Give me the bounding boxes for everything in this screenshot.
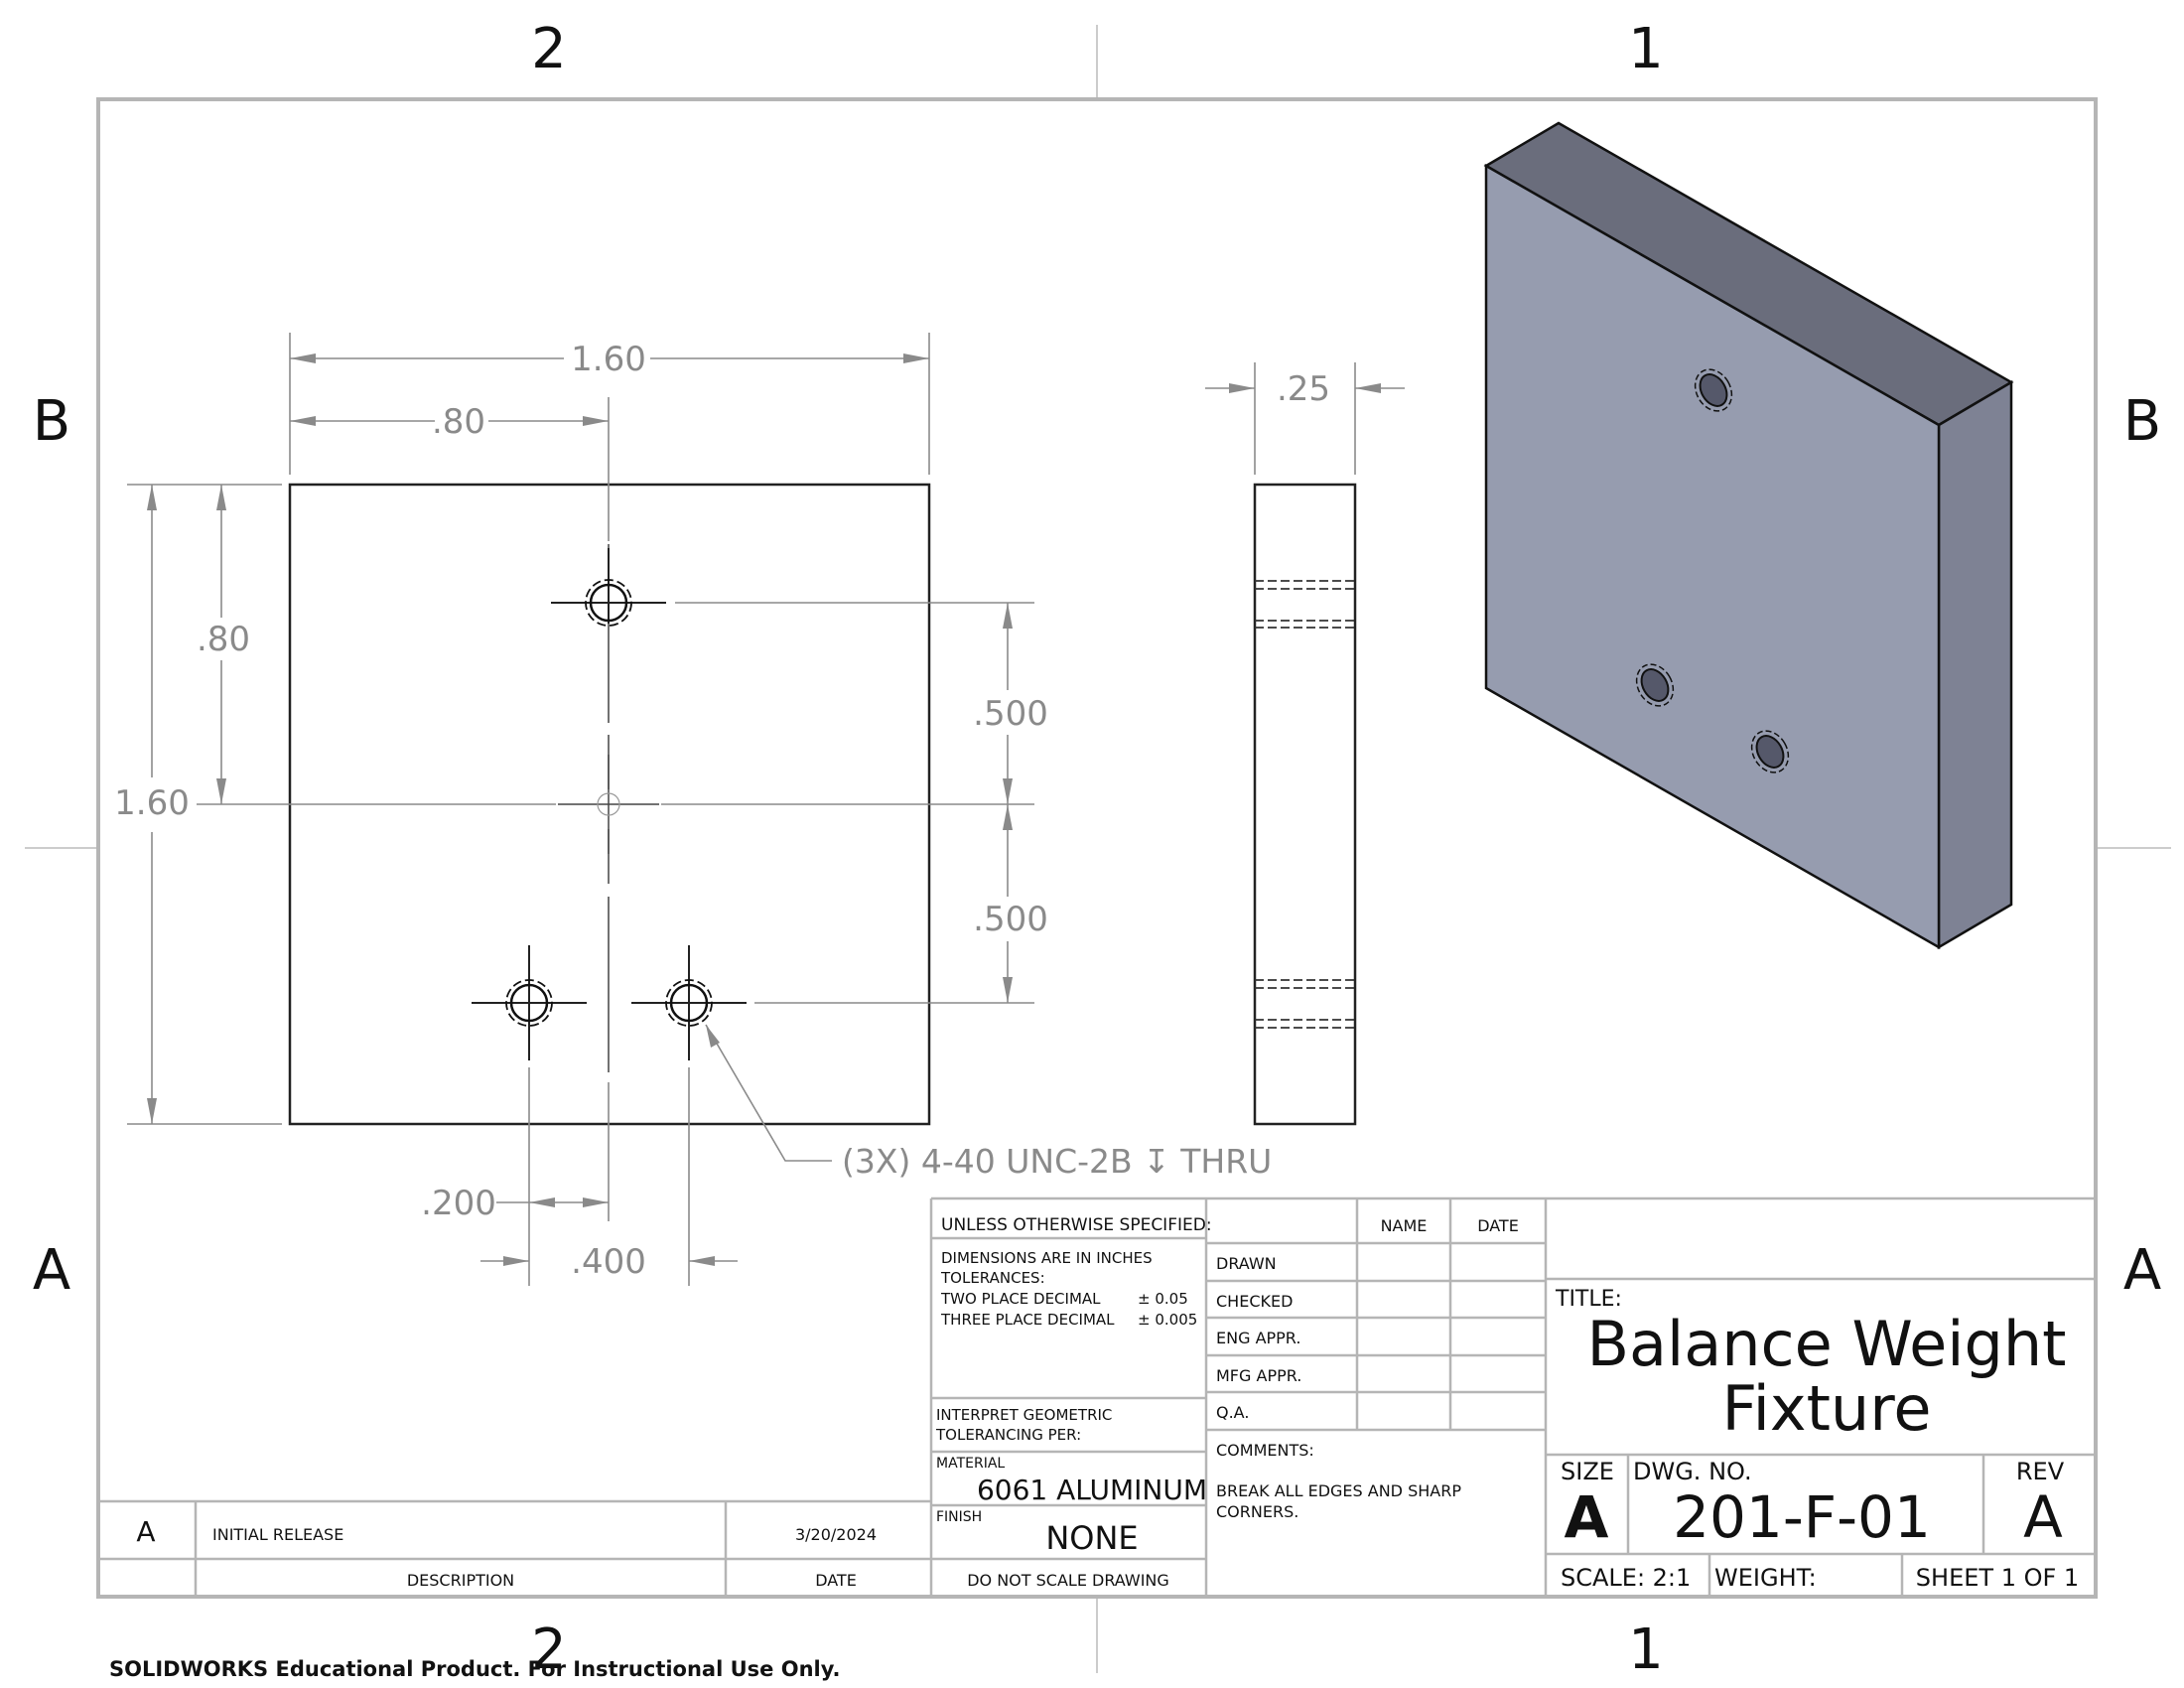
three-place-tolerance: ± 0.005: [1138, 1311, 1197, 1329]
title-line-2: Fixture: [1722, 1372, 1932, 1445]
eng-appr-label: ENG APPR.: [1216, 1329, 1300, 1347]
hidden-lines: [1255, 580, 1355, 1029]
do-not-scale: DO NOT SCALE DRAWING: [967, 1571, 1169, 1590]
dim-thickness-25: .25: [1277, 369, 1330, 409]
center-origin-mark: [597, 792, 620, 816]
dim-hole-spacing-lower: .500: [973, 900, 1048, 939]
zone-left-a: A: [33, 1238, 70, 1303]
zone-top-1: 1: [1628, 17, 1664, 81]
iso-holes: [1635, 368, 1790, 774]
sheet-value: SHEET 1 OF 1: [1916, 1564, 2079, 1592]
unless-specified: UNLESS OTHERWISE SPECIFIED:: [941, 1215, 1212, 1235]
side-view-outline: [1253, 483, 1357, 1126]
educational-footer: SOLIDWORKS Educational Product. For Inst…: [109, 1657, 840, 1681]
size-value: A: [1565, 1483, 1609, 1551]
side-view: .25: [1205, 362, 1405, 1126]
front-view: 1.60 .80 1.60 .80 .500 .500 .200 .400 (3…: [114, 333, 1272, 1286]
revision-description: INITIAL RELEASE: [212, 1525, 343, 1544]
comments-line-1: BREAK ALL EDGES AND SHARP: [1216, 1481, 1461, 1500]
hole-callout: (3X) 4-40 UNC-2B ↧ THRU: [842, 1142, 1272, 1181]
dim-hole-spacing-upper: .500: [973, 694, 1048, 734]
title-block-grid: [98, 1196, 2096, 1597]
rev-value: A: [2023, 1483, 2063, 1551]
zone-bottom-2: 2: [531, 1618, 567, 1682]
title-line-1: Balance Weight: [1587, 1308, 2067, 1380]
hole-top: [551, 548, 666, 627]
weight-label: WEIGHT:: [1714, 1564, 1817, 1592]
comments-label: COMMENTS:: [1216, 1441, 1314, 1460]
iso-side-face: [1937, 379, 2013, 950]
revision-rev: A: [136, 1515, 155, 1548]
three-place-label: THREE PLACE DECIMAL: [940, 1311, 1115, 1329]
tolerances-label: TOLERANCES:: [940, 1269, 1045, 1287]
finish-label: FINISH: [936, 1509, 982, 1525]
finish-value: NONE: [1045, 1519, 1138, 1557]
two-place-tolerance: ± 0.05: [1138, 1290, 1188, 1308]
revision-date: 3/20/2024: [795, 1525, 877, 1544]
dim-half-height-80: .80: [197, 620, 250, 659]
zone-right-b: B: [2123, 389, 2161, 454]
size-label: SIZE: [1561, 1458, 1614, 1485]
dimensions-note: DIMENSIONS ARE IN INCHES: [941, 1249, 1153, 1267]
dwg-no-label: DWG. NO.: [1633, 1458, 1752, 1485]
front-arrowheads: [147, 353, 1013, 1266]
dim-half-width-80: .80: [432, 402, 485, 442]
title-label: TITLE:: [1555, 1287, 1622, 1312]
zone-left-b: B: [33, 389, 70, 454]
drawn-label: DRAWN: [1216, 1254, 1277, 1273]
sheet-border: [96, 97, 2098, 1599]
side-arrowheads: [1229, 383, 1381, 393]
zone-bottom-1: 1: [1628, 1618, 1664, 1682]
name-header: NAME: [1381, 1216, 1428, 1235]
dim-width-1-60: 1.60: [571, 340, 646, 379]
isometric-view: [1483, 121, 2014, 950]
dim-bottom-spacing-400: .400: [571, 1242, 646, 1282]
dim-height-1-60: 1.60: [114, 783, 190, 823]
tolerancing-per: TOLERANCING PER:: [935, 1426, 1081, 1444]
dwg-no-value: 201-F-01: [1673, 1483, 1931, 1551]
zone-top-2: 2: [531, 17, 567, 81]
rev-label: REV: [2016, 1458, 2065, 1485]
front-dimension-lines: [127, 333, 1034, 1286]
two-place-label: TWO PLACE DECIMAL: [940, 1290, 1101, 1308]
dim-bottom-offset-200: .200: [421, 1184, 496, 1223]
scale-value: SCALE: 2:1: [1561, 1564, 1691, 1592]
zone-right-a: A: [2123, 1238, 2161, 1303]
iso-front-face: [1484, 163, 1941, 950]
material-value: 6061 ALUMINUM: [977, 1474, 1207, 1506]
mfg-appr-label: MFG APPR.: [1216, 1366, 1301, 1385]
revision-description-header: DESCRIPTION: [407, 1571, 514, 1590]
material-label: MATERIAL: [936, 1456, 1005, 1472]
zone-ticks: [25, 25, 2171, 1673]
hole-bottom-right: [631, 945, 747, 1060]
qa-label: Q.A.: [1216, 1403, 1249, 1422]
interpret-geometric: INTERPRET GEOMETRIC: [936, 1406, 1112, 1424]
checked-label: CHECKED: [1216, 1292, 1293, 1311]
hole-bottom-left: [472, 945, 587, 1060]
comments-line-2: CORNERS.: [1216, 1502, 1298, 1521]
revision-date-header: DATE: [815, 1571, 857, 1590]
date-header: DATE: [1477, 1216, 1519, 1235]
